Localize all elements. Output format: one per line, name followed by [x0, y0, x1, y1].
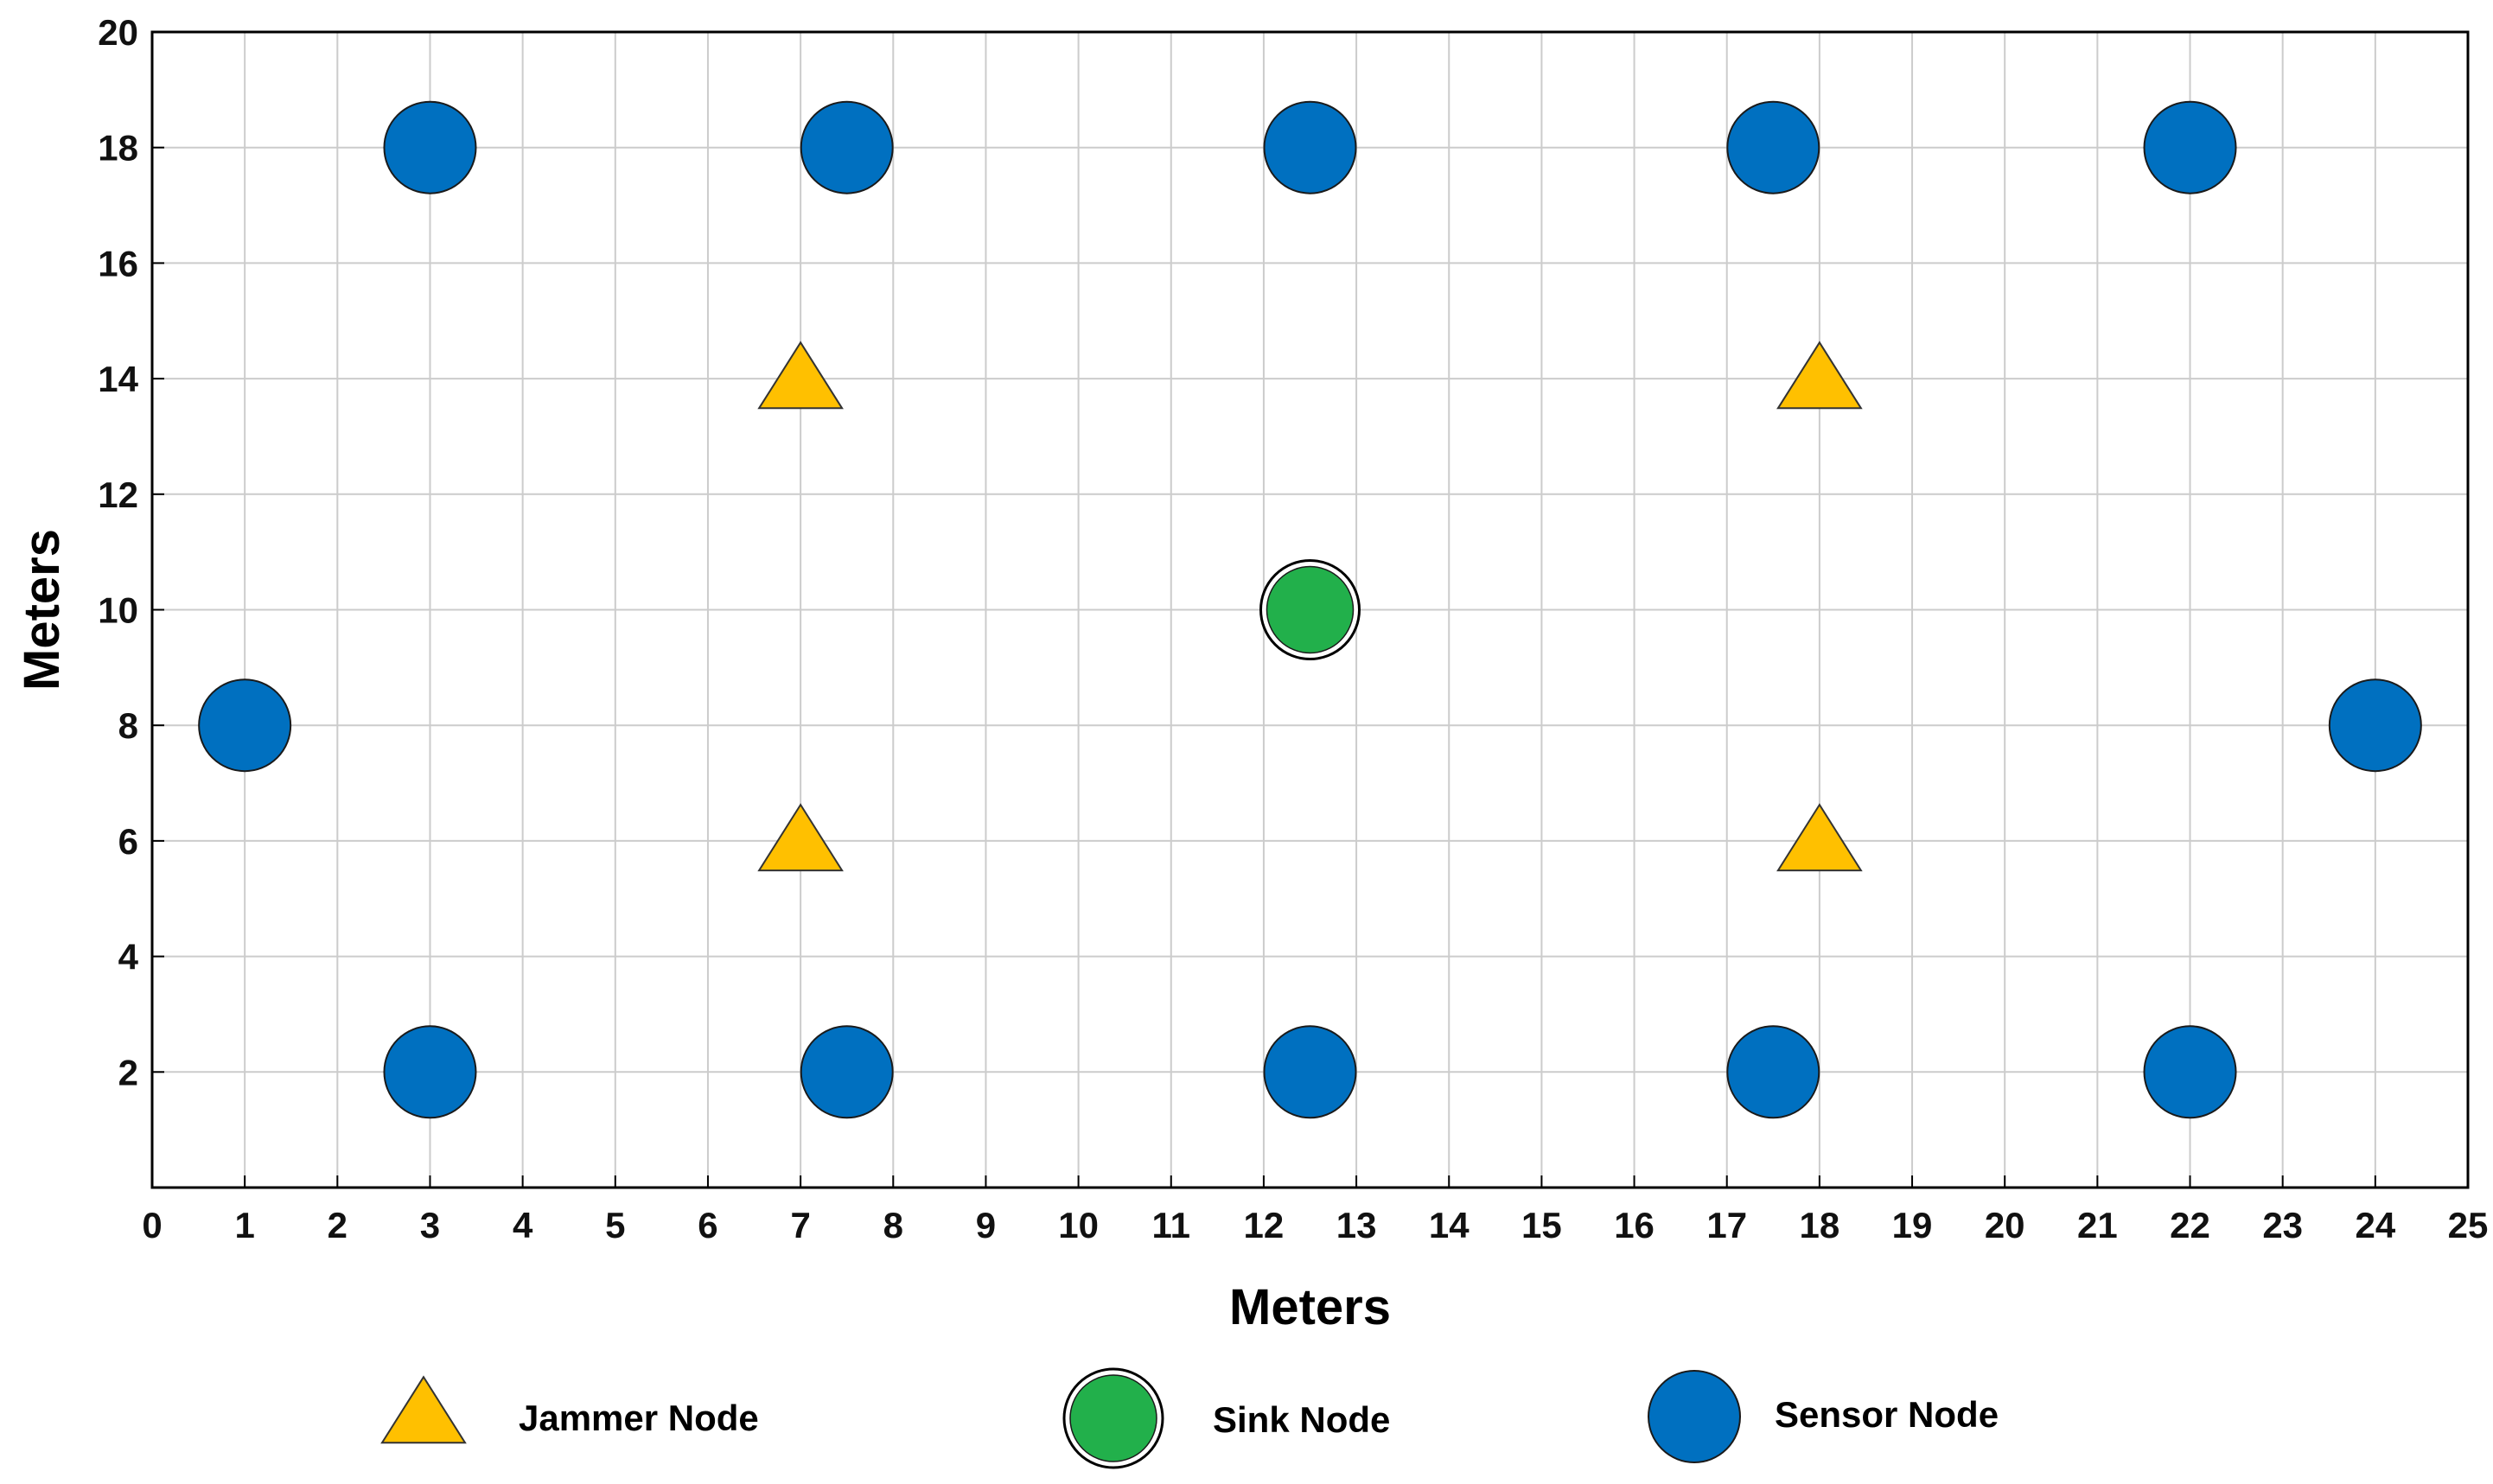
legend-jammer-node-icon [380, 1375, 467, 1444]
x-tick-label: 22 [2170, 1205, 2210, 1245]
x-tick-label: 17 [1706, 1205, 1747, 1245]
sensor-node-marker [2328, 678, 2422, 773]
sink-node-fill [1266, 565, 1355, 654]
sensor-node-marker [800, 1025, 894, 1119]
jammer-node-marker [1776, 803, 1863, 872]
sensor-node-marker [2143, 1025, 2237, 1119]
x-axis-title: Meters [1229, 1279, 1391, 1335]
jammer-node-marker [1776, 341, 1863, 410]
x-tick-label: 15 [1521, 1205, 1562, 1245]
x-tick-label: 8 [883, 1205, 903, 1245]
legend-sink-node-icon [1062, 1367, 1164, 1469]
x-tick-label: 20 [1985, 1205, 2025, 1245]
y-tick-label: 4 [118, 937, 139, 978]
sensor-node-marker [2143, 100, 2237, 194]
x-tick-label: 16 [1614, 1205, 1655, 1245]
x-tick-label: 0 [142, 1205, 162, 1245]
x-tick-label: 4 [513, 1205, 533, 1245]
x-tick-label: 25 [2448, 1205, 2489, 1245]
x-tick-label: 9 [976, 1205, 996, 1245]
jammer-node-marker [757, 803, 844, 872]
x-tick-label: 19 [1892, 1205, 1933, 1245]
y-tick-label: 12 [98, 474, 138, 515]
y-tick-label: 14 [98, 359, 138, 399]
legend-item-sink-node: Sink Node [1062, 1367, 1390, 1469]
x-tick-label: 13 [1336, 1205, 1377, 1245]
sink-node-marker [1259, 559, 1361, 660]
sensor-node-marker [800, 100, 894, 194]
x-tick-label: 14 [1429, 1205, 1470, 1245]
y-tick-label: 20 [98, 12, 138, 53]
legend: Jammer Node Sink Node Sensor Node [380, 1367, 1999, 1469]
x-tick-label: 11 [1152, 1205, 1190, 1245]
y-tick-label: 6 [118, 821, 138, 862]
sensor-node-marker [198, 678, 292, 773]
y-tick-label: 18 [98, 128, 138, 169]
x-tick-label: 5 [605, 1205, 625, 1245]
sensor-node-marker [1726, 100, 1820, 194]
x-tick-label: 1 [234, 1205, 254, 1245]
x-tick-label: 24 [2355, 1205, 2395, 1245]
y-tick-label: 10 [98, 590, 138, 631]
sensor-node-marker [383, 1025, 477, 1119]
legend-item-sensor-node: Sensor Node [1648, 1370, 1999, 1463]
sink-node-fill [1069, 1374, 1157, 1462]
x-tick-label: 23 [2262, 1205, 2303, 1245]
x-tick-label: 10 [1058, 1205, 1099, 1245]
legend-sink-node-label: Sink Node [1213, 1399, 1390, 1440]
sensor-node-marker [1726, 1025, 1820, 1119]
legend-item-jammer-node: Jammer Node [380, 1375, 759, 1444]
sensor-node-marker [383, 100, 477, 194]
legend-sensor-node-icon [1648, 1370, 1741, 1463]
x-tick-label: 2 [328, 1205, 347, 1245]
x-tick-label: 18 [1800, 1205, 1840, 1245]
x-tick-label: 7 [790, 1205, 810, 1245]
y-tick-label: 8 [118, 705, 138, 746]
x-tick-label: 3 [420, 1205, 440, 1245]
x-tick-label: 12 [1244, 1205, 1285, 1245]
sensor-node-marker [1263, 100, 1357, 194]
legend-jammer-node-label: Jammer Node [519, 1398, 759, 1438]
x-tick-label: 21 [2077, 1205, 2118, 1245]
sensor-node-marker [1263, 1025, 1357, 1119]
axis-ticks: 0 1 2 3 4 5 6 7 8 9 10 11 12 13 14 15 16 17 18 19 20 21 22 23 24… [98, 12, 2488, 1245]
y-axis-title: Meters [14, 529, 70, 691]
jammer-node-marker [757, 341, 844, 410]
data-markers [198, 100, 2422, 1119]
y-tick-label: 16 [98, 243, 138, 283]
y-tick-label: 2 [118, 1052, 138, 1092]
x-tick-label: 6 [698, 1205, 717, 1245]
legend-sensor-node-label: Sensor Node [1775, 1394, 1999, 1435]
